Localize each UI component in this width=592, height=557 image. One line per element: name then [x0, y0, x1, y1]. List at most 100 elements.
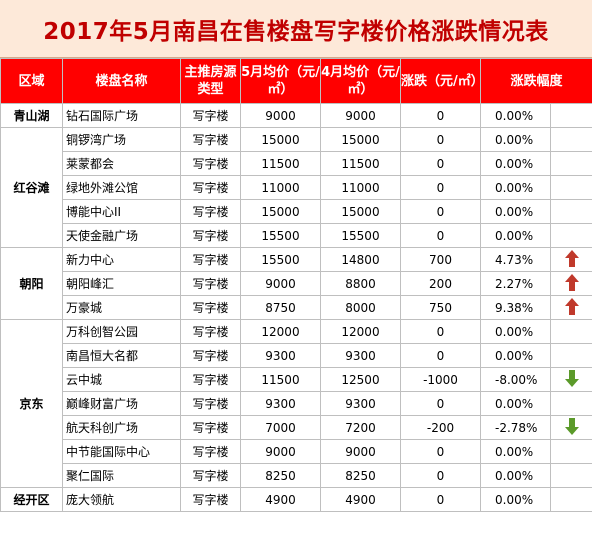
- price-change: 0: [400, 487, 481, 512]
- apr-price: 9000: [320, 103, 401, 128]
- property-name: 万豪城: [62, 295, 181, 320]
- price-change: 700: [400, 247, 481, 272]
- may-price: 7000: [240, 415, 321, 440]
- property-name: 万科创智公园: [62, 319, 181, 344]
- table-row: 万豪城 写字楼 8750 8000 750 9.38%: [1, 295, 592, 320]
- property-type: 写字楼: [180, 391, 241, 416]
- property-type: 写字楼: [180, 247, 241, 272]
- price-change: 750: [400, 295, 481, 320]
- trend-cell: [549, 127, 592, 152]
- change-percent: 0.00%: [480, 199, 551, 224]
- property-name: 天使金融广场: [62, 223, 181, 248]
- header-region: 区域: [0, 58, 63, 104]
- apr-price: 4900: [320, 487, 401, 512]
- price-change: 0: [400, 343, 481, 368]
- change-percent: 2.27%: [480, 271, 551, 296]
- property-name: 巅峰财富广场: [62, 391, 181, 416]
- price-change: 0: [400, 439, 481, 464]
- table-row: 京东 万科创智公园 写字楼 12000 12000 0 0.00%: [0, 319, 592, 488]
- may-price: 11500: [240, 151, 321, 176]
- down-arrow-icon: [564, 417, 579, 435]
- trend-cell: [549, 295, 592, 320]
- trend-cell: [549, 415, 592, 440]
- table-row: 经开区 庞大领航 写字楼 4900 4900 0 0.00%: [0, 487, 592, 512]
- apr-price: 11500: [320, 151, 401, 176]
- may-price: 9000: [240, 271, 321, 296]
- property-name: 中节能国际中心: [62, 439, 181, 464]
- property-type: 写字楼: [180, 175, 241, 200]
- apr-price: 9000: [320, 439, 401, 464]
- price-change: 0: [400, 127, 481, 152]
- property-name: 聚仁国际: [62, 463, 181, 488]
- trend-cell: [549, 319, 592, 344]
- table-header-row: 区域 楼盘名称 主推房源类型 5月均价（元/㎡） 4月均价（元/㎡） 涨跌（元/…: [0, 58, 592, 104]
- apr-price: 7200: [320, 415, 401, 440]
- apr-price: 11000: [320, 175, 401, 200]
- header-may-price: 5月均价（元/㎡）: [240, 58, 321, 104]
- may-price: 15000: [240, 127, 321, 152]
- change-percent: 0.00%: [480, 319, 551, 344]
- price-change: 0: [400, 175, 481, 200]
- change-percent: 0.00%: [480, 127, 551, 152]
- property-type: 写字楼: [180, 103, 241, 128]
- change-percent: 0.00%: [480, 223, 551, 248]
- trend-cell: [549, 199, 592, 224]
- price-change: 0: [400, 223, 481, 248]
- region-cell: 京东: [0, 319, 63, 488]
- trend-cell: [549, 247, 592, 272]
- table-row: 绿地外滩公馆 写字楼 11000 11000 0 0.00%: [1, 175, 592, 200]
- table-row: 巅峰财富广场 写字楼 9300 9300 0 0.00%: [1, 391, 592, 416]
- price-change: -1000: [400, 367, 481, 392]
- region-cell: 青山湖: [0, 103, 63, 128]
- change-percent: 0.00%: [480, 103, 551, 128]
- may-price: 11500: [240, 367, 321, 392]
- trend-cell: [549, 151, 592, 176]
- price-change: 0: [400, 463, 481, 488]
- table-row: 聚仁国际 写字楼 8250 8250 0 0.00%: [1, 463, 592, 488]
- property-type: 写字楼: [180, 415, 241, 440]
- price-change: 0: [400, 199, 481, 224]
- header-name: 楼盘名称: [62, 58, 181, 104]
- property-name: 航天科创广场: [62, 415, 181, 440]
- price-table: 区域 楼盘名称 主推房源类型 5月均价（元/㎡） 4月均价（元/㎡） 涨跌（元/…: [0, 58, 592, 512]
- table-row: 天使金融广场 写字楼 15500 15500 0 0.00%: [1, 223, 592, 248]
- may-price: 15500: [240, 247, 321, 272]
- may-price: 9000: [240, 439, 321, 464]
- property-type: 写字楼: [180, 199, 241, 224]
- property-name: 新力中心: [62, 247, 181, 272]
- page-title: 2017年5月南昌在售楼盘写字楼价格涨跌情况表: [0, 0, 592, 58]
- property-name: 南昌恒大名都: [62, 343, 181, 368]
- trend-cell: [549, 103, 592, 128]
- property-type: 写字楼: [180, 367, 241, 392]
- apr-price: 8800: [320, 271, 401, 296]
- apr-price: 14800: [320, 247, 401, 272]
- may-price: 8750: [240, 295, 321, 320]
- change-percent: 0.00%: [480, 151, 551, 176]
- up-arrow-icon: [564, 273, 579, 291]
- apr-price: 15500: [320, 223, 401, 248]
- change-percent: 0.00%: [480, 175, 551, 200]
- region-cell: 经开区: [0, 487, 63, 512]
- table-row: 青山湖 钻石国际广场 写字楼 9000 9000 0 0.00%: [0, 103, 592, 128]
- may-price: 12000: [240, 319, 321, 344]
- change-percent: -2.78%: [480, 415, 551, 440]
- change-percent: 0.00%: [480, 487, 551, 512]
- change-percent: 0.00%: [480, 439, 551, 464]
- may-price: 15000: [240, 199, 321, 224]
- region-cell: 朝阳: [0, 247, 63, 320]
- change-percent: 4.73%: [480, 247, 551, 272]
- may-price: 9300: [240, 343, 321, 368]
- apr-price: 15000: [320, 199, 401, 224]
- trend-cell: [549, 223, 592, 248]
- apr-price: 12000: [320, 319, 401, 344]
- may-price: 9300: [240, 391, 321, 416]
- trend-cell: [549, 439, 592, 464]
- property-name: 铜锣湾广场: [62, 127, 181, 152]
- property-name: 莱蒙都会: [62, 151, 181, 176]
- property-name: 钻石国际广场: [62, 103, 181, 128]
- property-name: 朝阳峰汇: [62, 271, 181, 296]
- table-row: 朝阳峰汇 写字楼 9000 8800 200 2.27%: [1, 271, 592, 296]
- table-row: 航天科创广场 写字楼 7000 7200 -200 -2.78%: [1, 415, 592, 440]
- apr-price: 15000: [320, 127, 401, 152]
